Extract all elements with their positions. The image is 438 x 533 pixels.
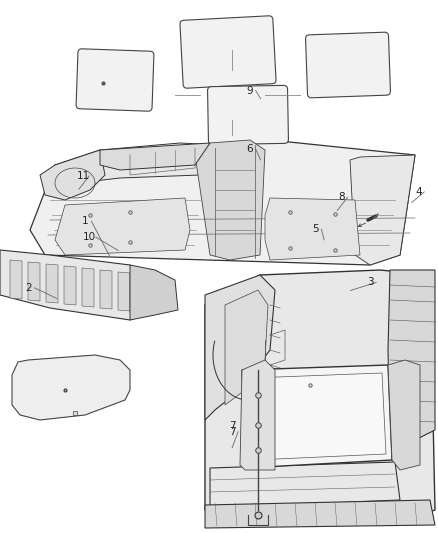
Polygon shape [225, 290, 268, 405]
Text: 10: 10 [83, 232, 96, 242]
Polygon shape [118, 272, 130, 311]
Text: 8: 8 [338, 192, 345, 202]
Polygon shape [252, 373, 386, 460]
Polygon shape [205, 275, 275, 420]
Polygon shape [205, 500, 435, 528]
Polygon shape [0, 250, 155, 320]
Polygon shape [28, 262, 40, 301]
FancyBboxPatch shape [208, 85, 289, 144]
Text: 6: 6 [246, 144, 253, 154]
Polygon shape [82, 268, 94, 307]
Polygon shape [12, 355, 130, 420]
Polygon shape [55, 143, 220, 185]
Text: 7: 7 [229, 422, 236, 431]
Text: 2: 2 [25, 283, 32, 293]
Polygon shape [46, 264, 58, 303]
Polygon shape [195, 140, 265, 260]
Text: 11: 11 [77, 171, 90, 181]
Polygon shape [55, 198, 190, 255]
Polygon shape [240, 360, 275, 470]
Polygon shape [64, 266, 76, 305]
Text: 4: 4 [415, 187, 422, 197]
Polygon shape [100, 270, 112, 309]
Text: 1: 1 [82, 216, 89, 226]
Polygon shape [388, 360, 420, 470]
FancyBboxPatch shape [76, 49, 154, 111]
FancyBboxPatch shape [180, 16, 276, 88]
Polygon shape [30, 140, 415, 265]
Polygon shape [100, 143, 210, 170]
Polygon shape [242, 365, 392, 468]
Polygon shape [265, 198, 360, 260]
Polygon shape [210, 462, 400, 508]
Polygon shape [10, 260, 22, 299]
Text: 7: 7 [229, 427, 236, 437]
Polygon shape [205, 270, 435, 525]
Text: 5: 5 [312, 224, 319, 234]
Polygon shape [40, 150, 105, 200]
Polygon shape [388, 270, 435, 440]
Polygon shape [350, 155, 415, 265]
Polygon shape [130, 265, 178, 320]
FancyBboxPatch shape [306, 32, 390, 98]
Text: 9: 9 [246, 86, 253, 95]
Text: 3: 3 [367, 278, 374, 287]
